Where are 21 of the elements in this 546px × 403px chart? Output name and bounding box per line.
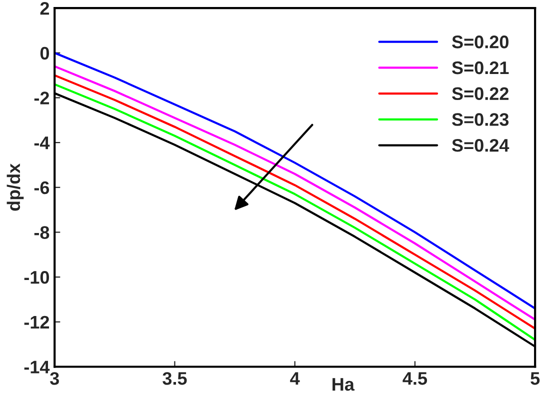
y-axis-title: dp/dx (6, 163, 24, 211)
x-axis-title: Ha (332, 378, 355, 391)
legend-label: S=0.20 (452, 36, 508, 48)
y-tick-label: 2 (40, 2, 50, 15)
x-tick-label: 3.5 (162, 372, 187, 385)
y-tick-label: -8 (34, 226, 50, 239)
y-tick-label: -6 (34, 181, 50, 194)
x-tick-label: 3 (50, 372, 59, 385)
y-tick-label: -10 (24, 270, 49, 284)
y-tick-label: -4 (34, 136, 50, 150)
x-tick-label: 5 (530, 372, 540, 385)
legend-label: S=0.21 (452, 61, 509, 74)
legend-label: S=0.24 (452, 138, 510, 152)
y-tick-label: -2 (34, 92, 50, 104)
legend-label: S=0.23 (452, 113, 509, 126)
x-tick-label: 4.5 (402, 372, 428, 385)
y-tick-label: -14 (24, 360, 50, 374)
y-tick-label: 0 (40, 46, 49, 60)
x-tick-label: 4 (290, 372, 300, 385)
legend-label: S=0.22 (452, 87, 508, 100)
y-tick-label: -12 (24, 316, 50, 328)
